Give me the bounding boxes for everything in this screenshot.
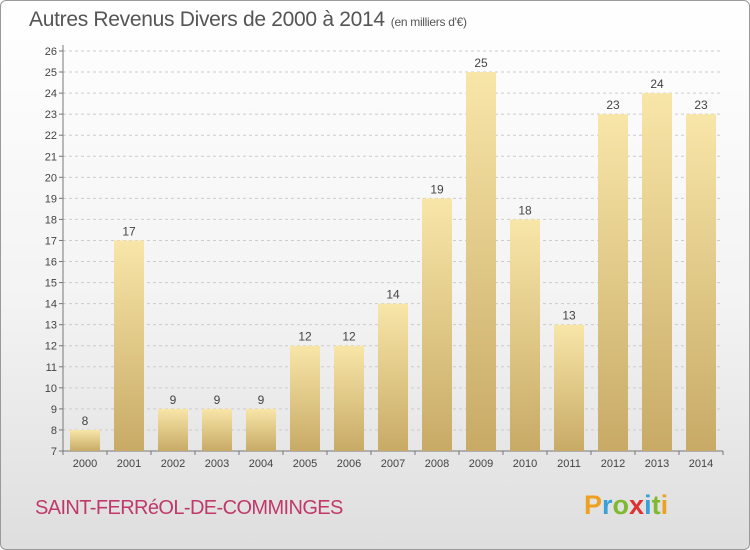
y-tick-label: 24 — [45, 88, 57, 100]
bar-value-label: 14 — [386, 288, 400, 302]
y-tick-label: 13 — [45, 320, 57, 332]
y-tick-label: 9 — [51, 404, 57, 416]
bar-value-label: 9 — [258, 393, 265, 407]
bar-value-label: 9 — [214, 393, 221, 407]
y-tick-label: 25 — [45, 67, 57, 79]
bar-value-label: 12 — [342, 330, 356, 344]
logo-letter: i — [660, 490, 669, 520]
bar — [334, 345, 364, 451]
x-tick-label: 2003 — [205, 458, 229, 470]
y-tick-label: 22 — [45, 130, 57, 142]
x-tick-label: 2002 — [161, 458, 185, 470]
y-tick-label: 17 — [45, 235, 57, 247]
value-labels: 8 17 9 9 9 12 12 14 19 25 18 13 23 24 23 — [82, 56, 708, 428]
y-tick-labels: 7 8 9 10 11 12 13 14 15 16 17 18 19 20 21 22 23 24 25 26 — [45, 46, 57, 458]
x-tick-label: 2013 — [645, 458, 669, 470]
logo-letter: x — [629, 490, 645, 520]
bar — [422, 198, 452, 451]
bar — [642, 93, 672, 452]
x-tick-label: 2008 — [425, 458, 449, 470]
logo-letter: i — [644, 490, 652, 520]
bar — [686, 114, 716, 451]
bar — [554, 324, 584, 451]
x-tick-label: 2014 — [689, 458, 713, 470]
bar — [378, 303, 408, 451]
x-tick-label: 2004 — [249, 458, 273, 470]
y-tick-label: 18 — [45, 214, 57, 226]
bar-value-label: 25 — [474, 56, 488, 70]
x-tick-label: 2010 — [513, 458, 537, 470]
x-tick-label: 2012 — [601, 458, 625, 470]
bar — [510, 219, 540, 451]
logo-letter: P — [584, 490, 603, 520]
proxiti-logo: Proxiti — [584, 490, 668, 521]
x-tick-label: 2007 — [381, 458, 405, 470]
bars — [70, 72, 716, 452]
bar-value-label: 19 — [430, 182, 444, 196]
bar-value-label: 18 — [518, 203, 532, 217]
y-tick-label: 11 — [46, 362, 57, 374]
y-tick-label: 12 — [45, 341, 57, 353]
bar — [202, 408, 232, 451]
bar — [598, 114, 628, 451]
y-tick-label: 20 — [45, 172, 57, 184]
bar — [114, 240, 144, 451]
logo-letter: r — [602, 490, 613, 520]
x-tick-label: 2009 — [469, 458, 493, 470]
bar-value-label: 23 — [606, 98, 620, 112]
bar-value-label: 8 — [82, 414, 89, 428]
y-tick-label: 26 — [45, 46, 57, 58]
x-tick-label: 2006 — [337, 458, 361, 470]
bar — [246, 408, 276, 451]
x-tick-labels: 2000 2001 2002 2003 2004 2005 2006 2007 2008 2009… — [73, 458, 713, 470]
y-tick-label: 21 — [45, 151, 57, 163]
bar-value-label: 12 — [298, 330, 312, 344]
y-tick-label: 8 — [51, 425, 57, 437]
bar-value-label: 9 — [170, 393, 177, 407]
y-tick-label: 19 — [45, 193, 57, 205]
chart-title: Autres Revenus Divers de 2000 à 2014 (en … — [29, 8, 467, 31]
y-tick-label: 15 — [45, 278, 57, 290]
bar — [70, 429, 100, 451]
y-tick-label: 16 — [45, 257, 57, 269]
y-tick-label: 10 — [45, 383, 57, 395]
bar-value-label: 13 — [562, 309, 576, 323]
x-tick-label: 2005 — [293, 458, 317, 470]
bar-value-label: 24 — [650, 77, 664, 91]
chart-subtitle: (en milliers d'€) — [390, 15, 467, 29]
bar-value-label: 23 — [694, 98, 708, 112]
y-tick-label: 7 — [51, 446, 57, 458]
bar — [158, 408, 188, 451]
y-tick-label: 23 — [45, 109, 57, 121]
bar — [290, 345, 320, 451]
x-tick-label: 2011 — [557, 458, 581, 470]
x-tick-label: 2001 — [117, 458, 141, 470]
bar — [466, 72, 496, 451]
logo-letter: t — [651, 490, 661, 520]
commune-name: SAINT-FERRéOL-DE-COMMINGES — [35, 497, 343, 519]
logo-letter: o — [612, 490, 630, 520]
bar-value-label: 17 — [122, 224, 136, 238]
x-tick-label: 2000 — [73, 458, 97, 470]
y-tick-label: 14 — [45, 299, 57, 311]
